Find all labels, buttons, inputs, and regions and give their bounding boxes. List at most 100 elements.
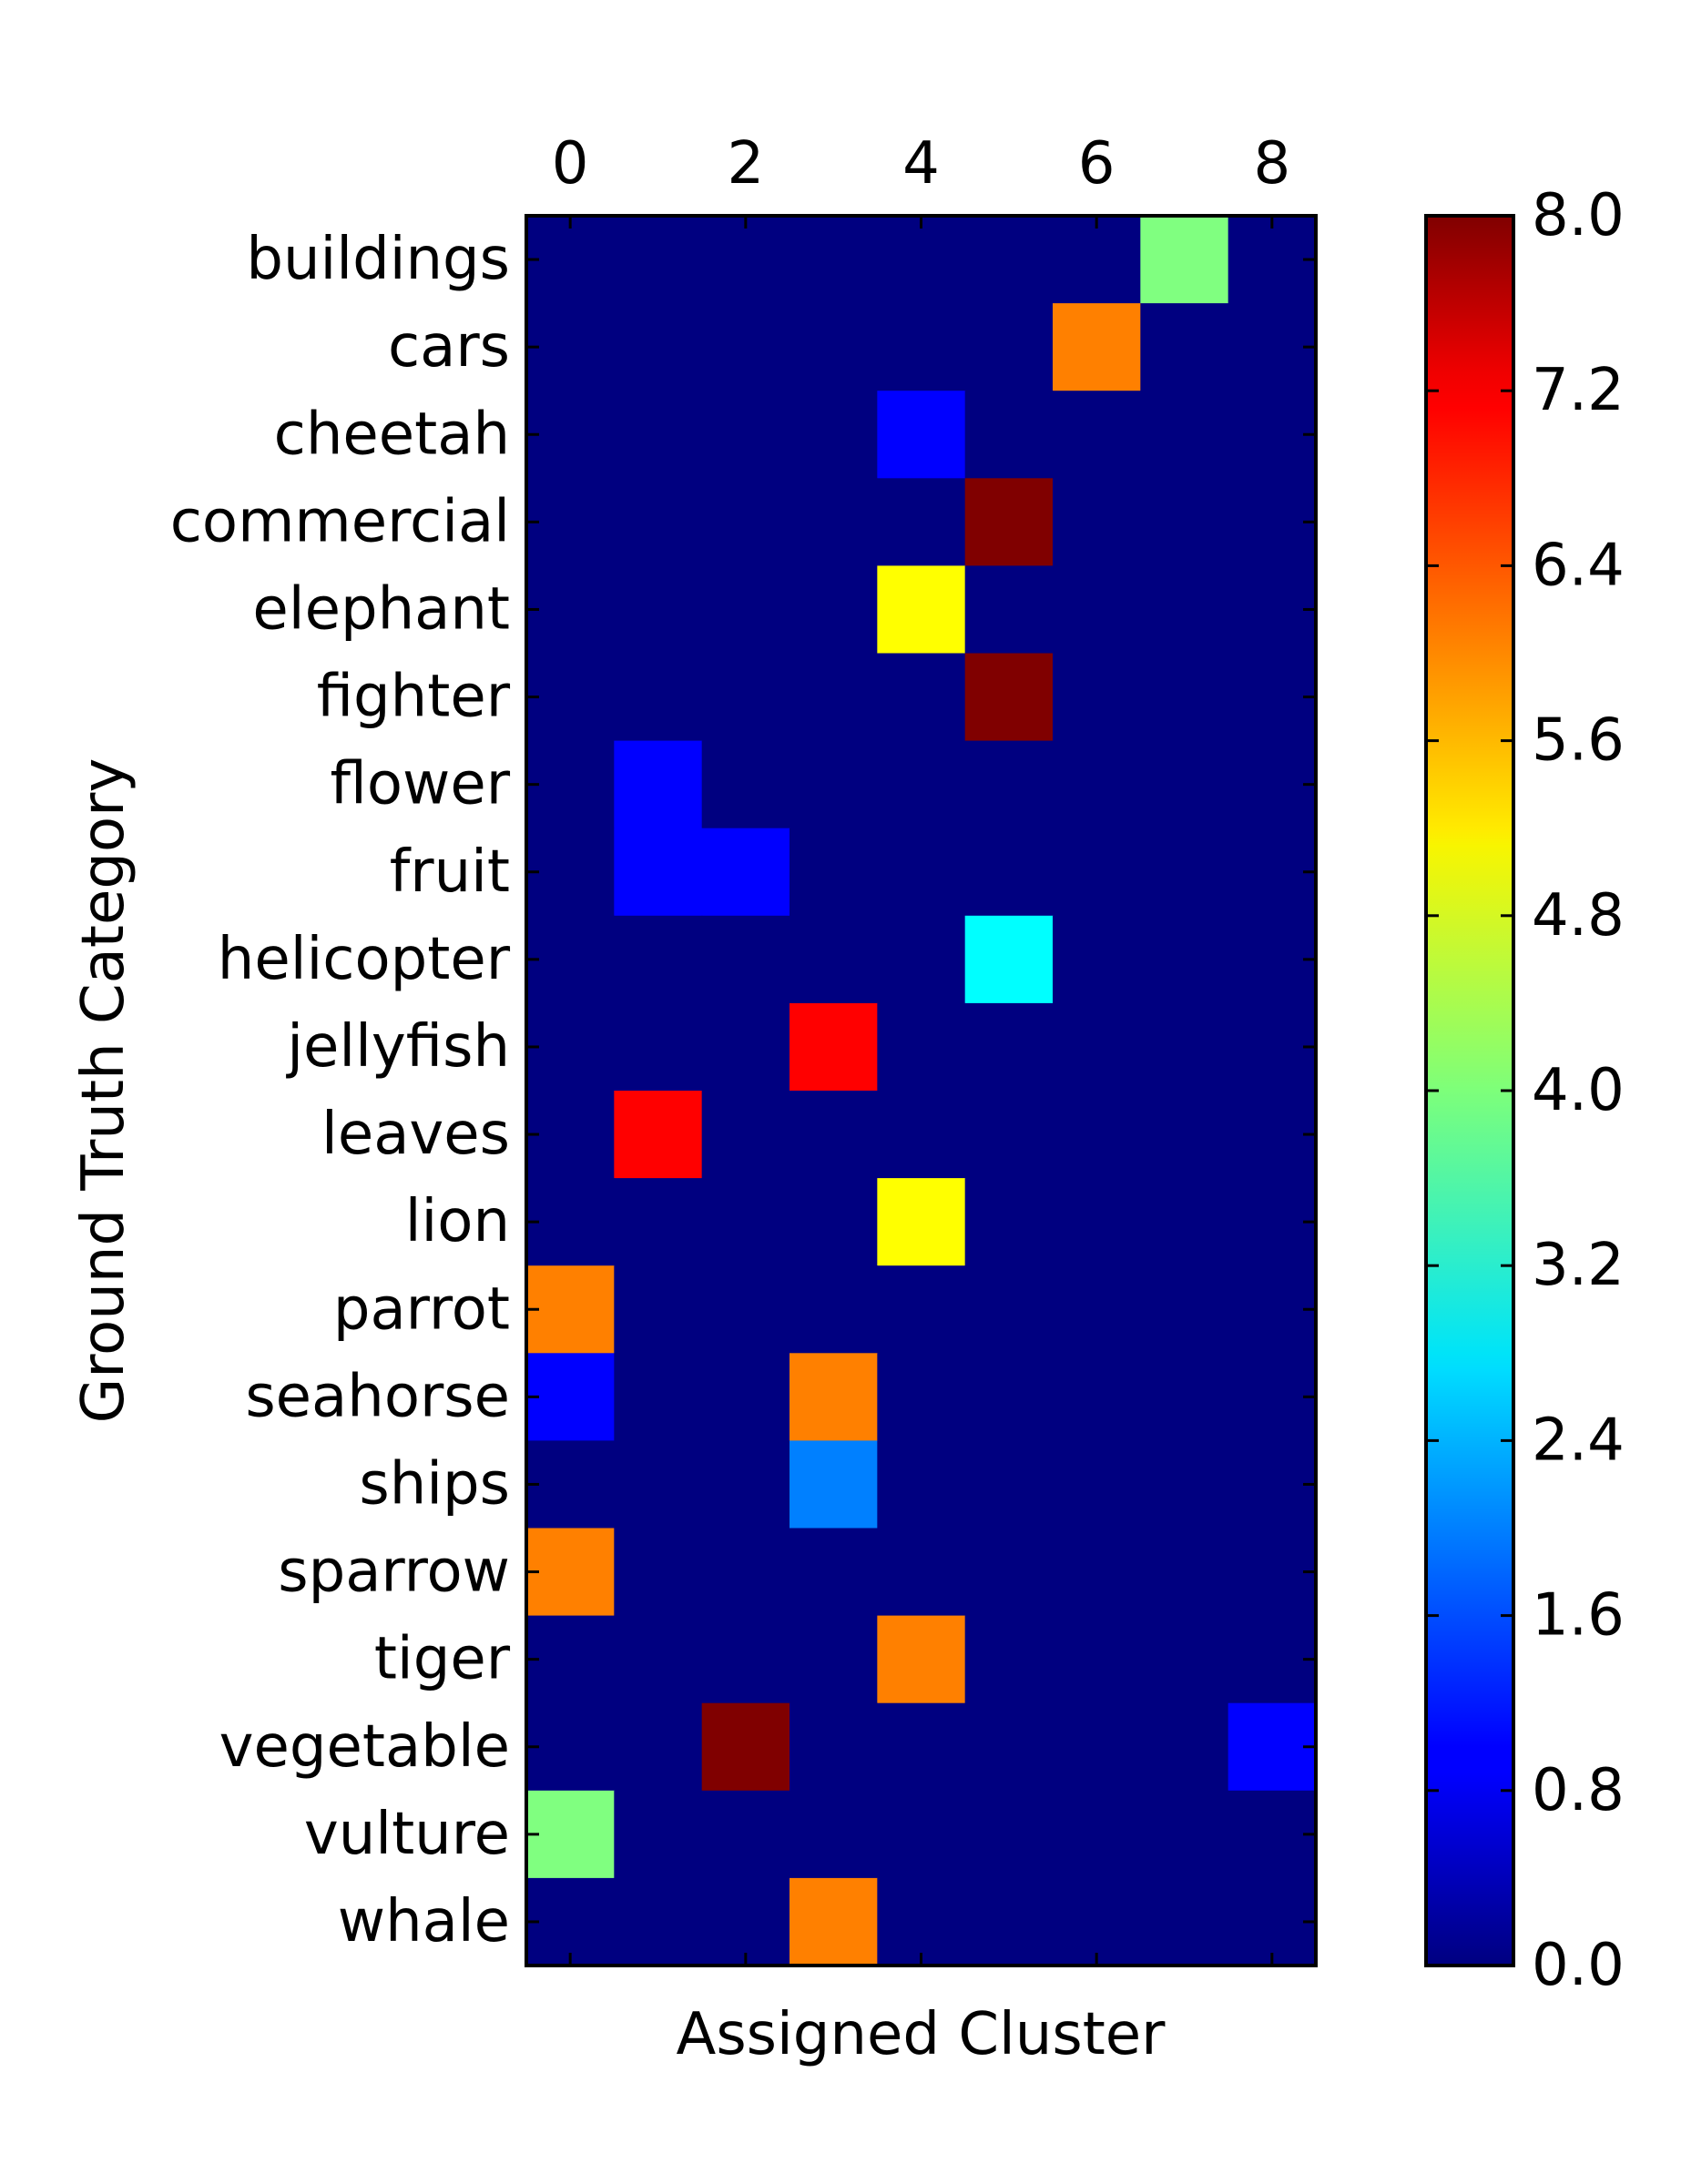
heatmap-cell bbox=[526, 828, 615, 917]
heatmap-cell bbox=[701, 740, 790, 829]
heatmap-cell bbox=[701, 828, 790, 917]
heatmap-cell bbox=[964, 1877, 1054, 1966]
heatmap-cell bbox=[964, 1178, 1054, 1266]
heatmap-cell bbox=[1140, 1265, 1229, 1354]
heatmap-cell bbox=[877, 1265, 966, 1354]
heatmap-cell bbox=[877, 1353, 966, 1441]
colorbar-tick-label: 4.0 bbox=[1532, 1057, 1625, 1124]
heatmap-cell bbox=[614, 1790, 703, 1879]
heatmap-cell bbox=[1228, 1877, 1317, 1966]
y-tick-label: cheetah bbox=[274, 401, 510, 468]
heatmap-cell bbox=[701, 1702, 790, 1792]
heatmap-cell bbox=[1053, 1091, 1141, 1179]
heatmap-cell bbox=[701, 1877, 790, 1966]
heatmap-cell bbox=[701, 1091, 790, 1179]
heatmap-cell bbox=[1228, 1702, 1317, 1792]
heatmap-cell bbox=[1140, 1178, 1229, 1266]
heatmap-cell bbox=[790, 1528, 878, 1617]
heatmap-cell bbox=[1228, 1002, 1317, 1092]
heatmap-cell bbox=[1053, 478, 1141, 566]
heatmap-cell bbox=[526, 1615, 615, 1704]
heatmap-cell bbox=[701, 1615, 790, 1704]
colorbar-tick-label: 0.0 bbox=[1532, 1932, 1625, 1999]
x-axis-label: Assigned Cluster bbox=[677, 2001, 1167, 2068]
heatmap-cell bbox=[877, 216, 966, 304]
x-tick-label: 6 bbox=[1078, 130, 1116, 198]
heatmap-cell bbox=[790, 1702, 878, 1792]
heatmap-cell bbox=[1140, 1702, 1229, 1792]
heatmap-cell bbox=[614, 740, 703, 829]
heatmap-cell bbox=[790, 740, 878, 829]
heatmap-cell bbox=[614, 565, 703, 655]
heatmap-cell bbox=[526, 1353, 615, 1441]
x-tick-label: 8 bbox=[1253, 130, 1290, 198]
colorbar-tick-label: 5.6 bbox=[1532, 707, 1625, 775]
heatmap-cell bbox=[877, 915, 966, 1004]
heatmap-cell bbox=[614, 1353, 703, 1441]
heatmap-cell bbox=[877, 1528, 966, 1617]
heatmap-cell bbox=[701, 915, 790, 1004]
heatmap-cell bbox=[964, 1528, 1054, 1617]
y-tick-label: cars bbox=[388, 313, 510, 381]
heatmap-cell bbox=[790, 1091, 878, 1179]
heatmap-cell bbox=[1053, 565, 1141, 655]
heatmap-cell bbox=[526, 1265, 615, 1354]
heatmap-cell bbox=[701, 1178, 790, 1266]
colorbar-tick-label: 8.0 bbox=[1532, 182, 1625, 249]
heatmap-cell bbox=[526, 1440, 615, 1529]
heatmap-cell bbox=[1140, 740, 1229, 829]
y-tick-labels: buildings cars cheetah commercial elephant fi… bbox=[170, 226, 511, 1955]
heatmap-cell bbox=[1228, 828, 1317, 917]
heatmap-cell bbox=[964, 1091, 1054, 1179]
heatmap-cell bbox=[964, 303, 1054, 391]
heatmap-cell bbox=[1140, 1091, 1229, 1179]
heatmap-cell bbox=[964, 915, 1054, 1004]
heatmap-cell bbox=[1140, 478, 1229, 566]
heatmap-cell bbox=[701, 391, 790, 479]
heatmap-cell bbox=[1228, 1528, 1317, 1617]
colorbar-tick-label: 7.2 bbox=[1532, 357, 1625, 424]
heatmap-cell bbox=[701, 1002, 790, 1092]
heatmap-cell bbox=[964, 216, 1054, 304]
heatmap-cell bbox=[1140, 915, 1229, 1004]
heatmap-cell bbox=[701, 303, 790, 391]
x-tick-label: 0 bbox=[552, 130, 589, 198]
heatmap-cell bbox=[1053, 828, 1141, 917]
heatmap-cell bbox=[526, 391, 615, 479]
heatmap-cell bbox=[614, 1702, 703, 1792]
heatmap-cell bbox=[790, 1790, 878, 1879]
heatmap-cell bbox=[790, 1440, 878, 1529]
heatmap-cell bbox=[701, 565, 790, 655]
heatmap-cell bbox=[526, 478, 615, 566]
heatmap-cell bbox=[1053, 740, 1141, 829]
y-tick-label: jellyfish bbox=[285, 1013, 510, 1081]
heatmap-cell bbox=[1053, 653, 1141, 742]
colorbar-tick-label: 0.8 bbox=[1532, 1757, 1625, 1824]
heatmap-cell bbox=[877, 1178, 966, 1266]
heatmap-cell bbox=[964, 1440, 1054, 1529]
heatmap-cell bbox=[877, 565, 966, 655]
colorbar-tick-label: 2.4 bbox=[1532, 1407, 1625, 1474]
heatmap-cell bbox=[701, 1353, 790, 1441]
heatmap-cell bbox=[526, 303, 615, 391]
y-tick-label: whale bbox=[338, 1888, 510, 1955]
heatmap-cell bbox=[790, 478, 878, 566]
heatmap-cell bbox=[526, 1790, 615, 1879]
heatmap-cell bbox=[1140, 1877, 1229, 1966]
heatmap-cell bbox=[526, 915, 615, 1004]
heatmap-cell bbox=[526, 1178, 615, 1266]
heatmap-cell bbox=[614, 216, 703, 304]
heatmap-cell bbox=[1140, 391, 1229, 479]
heatmap-cell bbox=[1140, 1528, 1229, 1617]
heatmap-cell bbox=[1228, 1440, 1317, 1529]
heatmap-cell bbox=[614, 828, 703, 917]
heatmap-cell bbox=[1228, 303, 1317, 391]
heatmap-cell bbox=[1228, 1178, 1317, 1266]
heatmap-cell bbox=[1053, 1265, 1141, 1354]
heatmap-cell bbox=[964, 1353, 1054, 1441]
axis-ticks bbox=[526, 216, 1316, 1966]
heatmap-cell bbox=[877, 1615, 966, 1704]
heatmap-cell bbox=[1140, 1002, 1229, 1092]
y-axis-label: Ground Truth Category bbox=[70, 758, 138, 1424]
x-tick-label: 2 bbox=[727, 130, 764, 198]
